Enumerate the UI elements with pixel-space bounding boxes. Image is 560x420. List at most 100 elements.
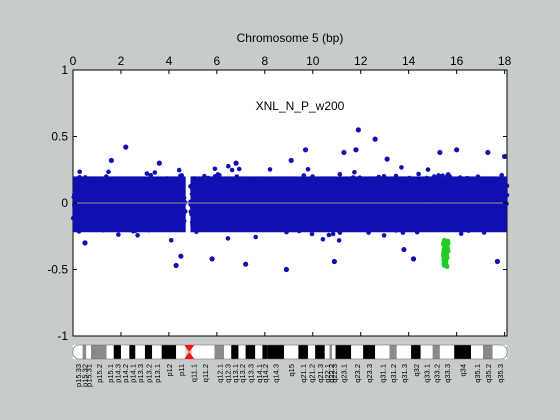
data-point bbox=[140, 210, 146, 215]
ideogram-band bbox=[363, 345, 376, 359]
ideogram-band bbox=[329, 345, 332, 359]
data-point bbox=[445, 186, 450, 192]
ideogram-band bbox=[195, 345, 215, 359]
data-point bbox=[401, 179, 407, 185]
data-point bbox=[230, 202, 236, 208]
data-point bbox=[497, 180, 503, 186]
data-point bbox=[274, 219, 279, 224]
data-point bbox=[288, 219, 294, 224]
data-point bbox=[340, 217, 345, 223]
data-point bbox=[292, 201, 297, 207]
data-point bbox=[218, 219, 224, 225]
data-point bbox=[257, 216, 263, 221]
data-point bbox=[424, 220, 430, 225]
data-point bbox=[269, 202, 275, 208]
data-point bbox=[112, 222, 118, 227]
data-point bbox=[72, 198, 78, 203]
band-label: q15 bbox=[287, 364, 296, 377]
data-point bbox=[427, 192, 433, 197]
data-point bbox=[381, 185, 387, 190]
outlier-point bbox=[502, 153, 508, 160]
data-point bbox=[206, 181, 212, 187]
data-point bbox=[351, 198, 357, 203]
data-point bbox=[308, 205, 313, 210]
data-point bbox=[262, 208, 268, 214]
data-point bbox=[174, 217, 179, 222]
data-point bbox=[112, 194, 117, 199]
x-tick-label: 0 bbox=[70, 54, 77, 68]
data-point bbox=[248, 198, 254, 203]
data-point bbox=[352, 170, 357, 175]
data-point bbox=[481, 230, 487, 235]
data-point bbox=[159, 181, 164, 186]
data-point bbox=[296, 228, 302, 234]
data-point bbox=[258, 198, 264, 204]
data-point bbox=[396, 217, 402, 223]
data-point bbox=[165, 198, 170, 203]
highlight-point bbox=[444, 242, 450, 248]
data-point bbox=[438, 198, 443, 204]
outlier-point bbox=[384, 156, 390, 162]
data-point bbox=[289, 192, 295, 198]
data-point bbox=[157, 197, 163, 203]
data-point bbox=[205, 216, 211, 222]
data-point bbox=[261, 193, 266, 198]
band-label: q33.1 bbox=[423, 364, 432, 383]
ideogram-band bbox=[267, 345, 285, 359]
band-label: p15.33 bbox=[74, 364, 83, 387]
data-point bbox=[315, 184, 320, 189]
data-point bbox=[159, 193, 165, 198]
data-point bbox=[209, 208, 215, 213]
ideogram-band bbox=[231, 345, 239, 359]
data-point bbox=[340, 209, 346, 215]
data-point bbox=[93, 202, 99, 208]
data-point bbox=[320, 221, 325, 227]
data-point bbox=[366, 230, 371, 235]
data-point bbox=[212, 166, 218, 172]
outlier-point bbox=[283, 266, 290, 273]
data-point bbox=[445, 173, 450, 179]
data-point bbox=[458, 217, 464, 222]
data-point bbox=[119, 179, 124, 185]
data-point bbox=[417, 219, 422, 224]
data-point bbox=[249, 179, 254, 185]
chart-title: Chromosome 5 (bp) bbox=[237, 31, 344, 45]
data-point bbox=[75, 215, 81, 220]
ideogram-band bbox=[351, 345, 364, 359]
data-point bbox=[389, 190, 395, 195]
data-point bbox=[244, 214, 249, 219]
band-label: q13.1 bbox=[231, 364, 240, 383]
data-point bbox=[285, 184, 290, 190]
data-point bbox=[268, 183, 274, 188]
data-point bbox=[148, 191, 154, 196]
data-point bbox=[181, 199, 187, 205]
ideogram-band bbox=[396, 345, 412, 359]
data-point bbox=[90, 216, 95, 222]
data-point bbox=[131, 182, 136, 188]
data-point bbox=[229, 167, 235, 173]
data-point bbox=[167, 220, 172, 226]
data-point bbox=[317, 216, 322, 222]
data-point bbox=[234, 174, 240, 179]
outlier-point bbox=[302, 147, 309, 153]
data-point bbox=[347, 197, 353, 203]
data-point bbox=[232, 190, 237, 196]
data-point bbox=[141, 176, 146, 182]
data-point bbox=[404, 225, 409, 230]
ideogram-band bbox=[245, 345, 256, 359]
data-point bbox=[504, 183, 510, 189]
data-point bbox=[308, 209, 314, 215]
data-point bbox=[99, 184, 105, 189]
data-point bbox=[195, 206, 200, 212]
data-point bbox=[475, 174, 481, 179]
data-point bbox=[204, 195, 209, 200]
data-point bbox=[341, 194, 347, 199]
data-point bbox=[77, 169, 82, 175]
data-point bbox=[257, 205, 262, 210]
band-label: p14.2 bbox=[121, 364, 130, 383]
data-point bbox=[365, 198, 371, 204]
data-point bbox=[447, 192, 453, 197]
data-point bbox=[367, 220, 373, 226]
band-label: q33.2 bbox=[432, 364, 441, 383]
data-point bbox=[188, 209, 194, 214]
